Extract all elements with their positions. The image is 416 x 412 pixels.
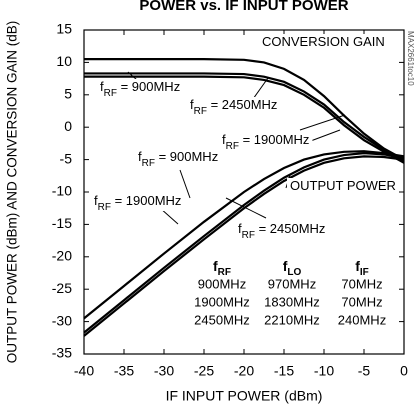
table-cell: 70MHz	[341, 294, 382, 309]
annotation-main: f	[100, 79, 104, 94]
annotation-rest: = 2450MHz	[207, 97, 277, 112]
series-line	[84, 72, 405, 162]
table-header: fRF	[213, 258, 231, 278]
annotation-rest: = 1900MHz	[239, 132, 309, 147]
annotation-bg	[287, 178, 399, 196]
table-cell: 2450MHz	[194, 312, 250, 327]
x-tick-label: -15	[274, 363, 294, 379]
table-header-sub: RF	[218, 267, 231, 278]
y-tick-label: -30	[52, 312, 72, 328]
annotation: fRF = 1900MHz	[94, 193, 181, 213]
annotation-bg	[97, 79, 184, 97]
annotation: fRF = 900MHz	[138, 149, 218, 169]
y-tick-label: -25	[52, 280, 72, 296]
series-line	[83, 152, 405, 334]
series-line	[84, 75, 405, 164]
annotation-bg	[235, 221, 329, 239]
table-header-main: f	[355, 258, 360, 274]
table-header-main: f	[213, 258, 218, 274]
y-tick-label: 5	[64, 86, 72, 102]
table-cell: 70MHz	[341, 276, 382, 291]
annotation: OUTPUT POWER	[290, 178, 396, 193]
annotation-main: f	[190, 97, 194, 112]
table-cell: 970MHz	[268, 276, 316, 291]
annotation-bg	[219, 132, 313, 150]
x-tick-label: -25	[194, 363, 214, 379]
side-note: MAX2661toc10	[406, 31, 415, 86]
annotation-rest: = 900MHz	[117, 79, 180, 94]
x-tick-label: -40	[74, 363, 94, 379]
annotation: fRF = 2450MHz	[190, 97, 277, 117]
annotation-sub: RF	[104, 88, 117, 99]
annotation-sub: RF	[98, 202, 111, 213]
annotation: fRF = 1900MHz	[222, 132, 309, 152]
series-line	[83, 155, 405, 337]
annotation-rest: = 1900MHz	[111, 193, 181, 208]
annotation-rest: = 900MHz	[155, 149, 218, 164]
y-tick-label: 10	[56, 53, 72, 69]
x-tick-label: -35	[114, 363, 134, 379]
y-tick-label: -10	[52, 183, 72, 199]
annotation-sub: RF	[242, 230, 255, 241]
annotation-sub: RF	[194, 106, 207, 117]
annotation: fRF = 2450MHz	[238, 221, 325, 241]
annotation: CONVERSION GAIN	[262, 34, 385, 49]
annotation-main: f	[94, 193, 98, 208]
y-tick-label: -15	[52, 215, 72, 231]
annotation-bg	[135, 149, 222, 167]
annotation-main: OUTPUT POWER	[290, 178, 396, 193]
series-line	[84, 58, 405, 161]
series-line	[83, 150, 405, 320]
annotation-bg	[187, 97, 281, 115]
chart-title: POWER vs. IF INPUT POWER	[139, 0, 348, 14]
table-cell: 1900MHz	[194, 294, 250, 309]
y-tick-label: -35	[52, 345, 72, 361]
y-tick-label: -5	[60, 150, 73, 166]
table-header-sub: IF	[360, 267, 369, 278]
y-tick-label: 15	[56, 21, 72, 37]
annotation-bg	[91, 193, 185, 211]
table-cell: 1830MHz	[264, 294, 320, 309]
annotation-main: f	[138, 149, 142, 164]
annotation-bg	[259, 34, 388, 52]
x-tick-label: -10	[314, 363, 334, 379]
y-axis-label: OUTPUT POWER (dBm) AND CONVERSION GAIN (…	[5, 21, 20, 364]
annotation-rest: = 2450MHz	[255, 221, 325, 236]
table-cell: 240MHz	[338, 312, 386, 327]
annotation-main: f	[222, 132, 226, 147]
x-tick-label: -5	[358, 363, 371, 379]
annotation-main: f	[238, 221, 242, 236]
table-header-main: f	[283, 258, 288, 274]
annotation-main: CONVERSION GAIN	[262, 34, 385, 49]
x-axis-label: IF INPUT POWER (dBm)	[166, 388, 323, 404]
table-cell: 2210MHz	[264, 312, 320, 327]
table-cell: 900MHz	[198, 276, 246, 291]
y-tick-label: 0	[64, 118, 72, 134]
x-tick-label: -30	[154, 363, 174, 379]
table-header: fIF	[355, 258, 369, 278]
table-header: fLO	[283, 258, 302, 278]
annotation-sub: RF	[226, 141, 239, 152]
x-tick-label: 0	[400, 363, 408, 379]
y-tick-label: -20	[52, 248, 72, 264]
annotation: fRF = 900MHz	[100, 79, 180, 99]
annotation-sub: RF	[142, 158, 155, 169]
pointer	[179, 169, 191, 199]
x-tick-label: -20	[234, 363, 254, 379]
table-header-sub: LO	[287, 267, 301, 278]
